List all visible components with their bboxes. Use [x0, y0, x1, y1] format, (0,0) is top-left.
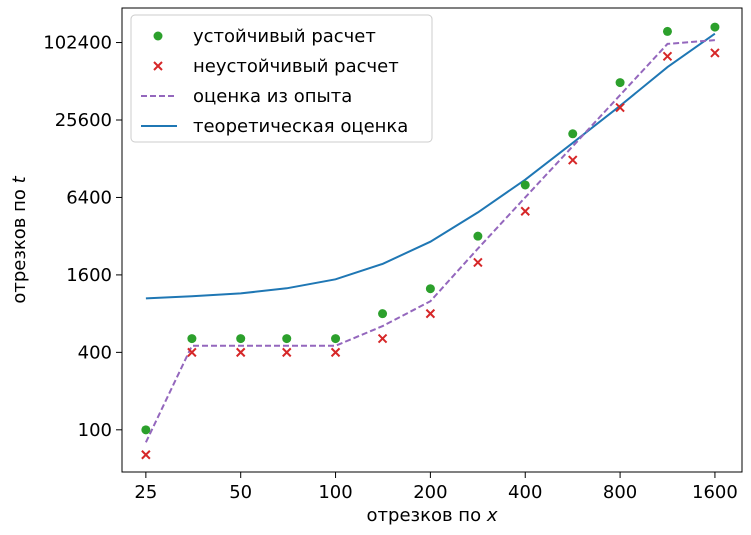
data-point-series-0 — [520, 180, 530, 190]
y-tick-label: 102400 — [43, 33, 112, 54]
data-point-series-1 — [141, 450, 151, 460]
x-axis: 25 50 100 200 400 800 1600 — [134, 472, 738, 503]
data-point-series-0 — [331, 334, 341, 344]
legend-label: оценка из опыта — [193, 86, 352, 107]
data-point-series-0 — [710, 22, 720, 32]
data-point-series-1 — [377, 333, 388, 344]
data-point-series-1 — [425, 308, 436, 319]
data-point-series-0 — [282, 334, 292, 344]
data-point-series-0 — [662, 26, 672, 36]
legend-label: неустойчивый расчет — [193, 56, 399, 77]
data-point-series-1 — [187, 347, 197, 358]
x-tick-label: 400 — [508, 482, 542, 503]
y-axis-label-text: отрезков по — [9, 183, 30, 303]
data-point-series-0 — [187, 334, 197, 344]
data-point-series-1 — [662, 51, 673, 62]
series-line-3 — [145, 32, 716, 300]
legend-label: теоретическая оценка — [193, 116, 408, 137]
x-axis-label-var: x — [486, 505, 498, 526]
y-tick-label: 6400 — [66, 187, 112, 208]
legend-item: устойчивый расчет — [153, 26, 376, 47]
legend-item: теоретическая оценка — [141, 116, 408, 137]
data-point-series-1 — [615, 102, 625, 113]
data-point-series-0 — [378, 309, 388, 319]
y-tick-label: 25600 — [55, 110, 112, 131]
legend-label: устойчивый расчет — [193, 26, 376, 47]
legend-box — [130, 14, 433, 143]
x-tick-label: 1600 — [692, 482, 738, 503]
x-tick-label: 100 — [318, 482, 352, 503]
x-axis-label: отрезков по x — [367, 505, 498, 526]
data-point-series-1 — [282, 347, 292, 358]
plot-marks — [141, 22, 720, 460]
y-axis-label-var: t — [9, 175, 30, 183]
y-axis-label: отрезков по t — [9, 175, 30, 303]
data-point-series-1 — [235, 347, 246, 358]
data-point-series-0 — [236, 334, 246, 344]
x-axis-label-text: отрезков по — [367, 505, 487, 526]
x-tick-label: 800 — [603, 482, 637, 503]
plot-frame — [121, 7, 743, 473]
data-point-series-1 — [520, 206, 530, 216]
y-tick-label: 100 — [78, 420, 112, 441]
data-point-series-0 — [473, 231, 483, 241]
legend-marker-swatch — [153, 31, 163, 41]
x-tick-label: 25 — [134, 482, 157, 503]
data-point-series-0 — [615, 78, 625, 88]
legend: устойчивый расчет неустойчивый расчет оцен… — [130, 14, 433, 143]
y-axis: 100 400 1600 6400 25600 102400 — [43, 33, 122, 441]
y-tick-label: 400 — [78, 342, 112, 363]
x-tick-label: 50 — [229, 482, 252, 503]
series-line-2 — [144, 39, 715, 443]
data-point-series-1 — [710, 48, 720, 58]
legend-marker-swatch — [153, 61, 163, 71]
data-point-series-1 — [568, 155, 578, 165]
data-point-series-1 — [473, 257, 483, 268]
x-tick-label: 200 — [413, 482, 447, 503]
legend-item: неустойчивый расчет — [153, 56, 399, 77]
data-point-series-0 — [425, 284, 435, 294]
legend-item: оценка из опыта — [141, 86, 352, 107]
y-tick-label: 1600 — [66, 265, 112, 286]
data-point-series-0 — [568, 129, 578, 139]
data-point-series-1 — [330, 347, 341, 358]
data-point-series-0 — [141, 425, 151, 435]
